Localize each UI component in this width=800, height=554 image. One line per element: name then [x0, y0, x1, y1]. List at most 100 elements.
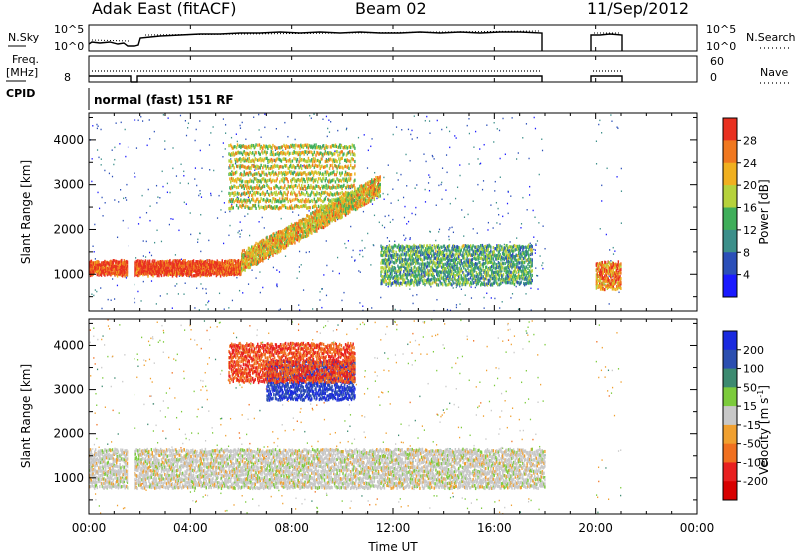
- speckle-cell: [199, 232, 201, 235]
- heatmap-cell: [201, 273, 203, 277]
- heatmap-cell: [275, 243, 278, 247]
- heatmap-cell: [192, 261, 195, 265]
- heatmap-cell: [240, 262, 242, 266]
- heatmap-cell: [317, 177, 320, 181]
- heatmap-cell: [325, 212, 327, 216]
- heatmap-cell: [232, 206, 234, 210]
- heatmap-cell: [231, 186, 234, 190]
- heatmap-cell: [126, 263, 128, 267]
- heatmap-cell: [246, 257, 248, 261]
- heatmap-cell: [298, 237, 300, 241]
- heatmap-cell: [246, 251, 248, 256]
- heatmap-cell: [339, 165, 342, 169]
- heatmap-cell: [295, 205, 297, 209]
- heatmap-cell: [370, 181, 372, 186]
- heatmap-cell: [382, 261, 384, 265]
- speckle-cell: [538, 222, 540, 224]
- heatmap-cell: [317, 226, 319, 230]
- heatmap-cell: [352, 206, 354, 211]
- heatmap-cell: [235, 151, 238, 156]
- heatmap-cell: [384, 262, 386, 266]
- speckle-cell: [511, 117, 513, 119]
- heatmap-cell: [368, 184, 370, 189]
- heatmap-cell: [228, 166, 230, 170]
- heatmap-cell: [154, 268, 157, 272]
- heatmap-cell: [188, 268, 191, 272]
- speckle-cell: [383, 226, 386, 229]
- heatmap-cell: [289, 241, 292, 245]
- heatmap-cell: [205, 272, 207, 277]
- heatmap-cell: [369, 183, 371, 188]
- heatmap-cell: [331, 153, 333, 157]
- heatmap-cell: [317, 170, 320, 175]
- heatmap-cell: [253, 186, 256, 190]
- heatmap-cell: [134, 265, 137, 269]
- heatmap-cell: [262, 241, 265, 245]
- heatmap-cell: [230, 272, 232, 276]
- heatmap-cell: [273, 242, 275, 247]
- heatmap-cell: [105, 260, 107, 264]
- heatmap-cell: [354, 194, 356, 198]
- heatmap-cell: [293, 237, 295, 242]
- heatmap-cell: [230, 272, 233, 277]
- heatmap-cell: [89, 261, 91, 265]
- heatmap-cell: [91, 265, 93, 270]
- heatmap-cell: [317, 158, 319, 163]
- heatmap-cell: [332, 166, 334, 170]
- heatmap-cell: [213, 260, 215, 264]
- heatmap-cell: [95, 266, 98, 270]
- heatmap-cell: [347, 193, 349, 197]
- heatmap-cell: [306, 145, 308, 149]
- heatmap-cell: [239, 199, 241, 204]
- heatmap-cell: [373, 178, 376, 182]
- heatmap-cell: [300, 219, 302, 223]
- heatmap-cell: [178, 259, 180, 263]
- heatmap-cell: [121, 274, 124, 278]
- heatmap-cell: [208, 265, 210, 269]
- heatmap-cell: [361, 185, 364, 189]
- heatmap-cell: [346, 198, 348, 202]
- heatmap-cell: [182, 261, 185, 265]
- speckle-cell: [359, 302, 361, 304]
- heatmap-cell: [315, 184, 317, 188]
- speckle-cell: [283, 187, 285, 189]
- speckle-cell: [150, 254, 153, 257]
- heatmap-cell: [330, 179, 332, 183]
- heatmap-cell: [339, 208, 342, 212]
- heatmap-cell: [215, 274, 218, 278]
- heatmap-cell: [322, 186, 324, 190]
- heatmap-cell: [148, 261, 150, 265]
- heatmap-cell: [354, 186, 356, 190]
- heatmap-cell: [257, 191, 259, 195]
- heatmap-cell: [317, 159, 320, 163]
- speckle-cell: [183, 201, 185, 204]
- heatmap-cell: [339, 151, 342, 155]
- nsearch-label: N.Search: [746, 31, 796, 44]
- heatmap-cell: [224, 259, 227, 264]
- speckle-cell: [403, 216, 406, 219]
- heatmap-cell: [350, 200, 353, 204]
- speckle-cell: [169, 191, 171, 194]
- heatmap-cell: [251, 198, 253, 202]
- heatmap-cell: [228, 200, 230, 204]
- speckle-cell: [494, 180, 496, 183]
- heatmap-cell: [276, 243, 278, 247]
- heatmap-cell: [175, 271, 178, 275]
- freq-unit-label: [MHz]: [6, 66, 38, 79]
- heatmap-cell: [258, 179, 261, 184]
- heatmap-cell: [240, 177, 242, 181]
- heatmap-cell: [279, 164, 282, 169]
- speckle-cell: [299, 309, 301, 311]
- speckle-cell: [325, 294, 328, 297]
- heatmap-cell: [271, 166, 273, 170]
- heatmap-cell: [230, 172, 233, 177]
- heatmap-cell: [261, 254, 263, 258]
- heatmap-cell: [219, 267, 221, 271]
- heatmap-cell: [342, 192, 344, 197]
- heatmap-cell: [387, 277, 390, 281]
- heatmap-cell: [264, 240, 267, 244]
- heatmap-cell: [363, 203, 365, 207]
- heatmap-cell: [272, 150, 274, 154]
- heatmap-cell: [253, 153, 256, 157]
